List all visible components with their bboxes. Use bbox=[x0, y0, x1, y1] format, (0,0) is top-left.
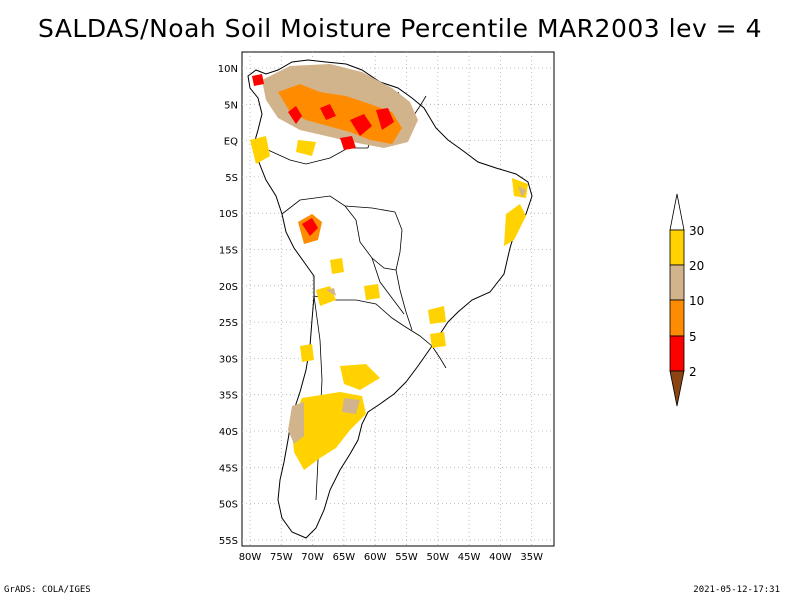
latitude-tick-labels: 10N 5N EQ 5S 10S 15S 20S 25S 30S 35S 40S 45S 50S 55S bbox=[218, 64, 238, 547]
latitude-tick-label: 35S bbox=[219, 391, 238, 402]
latitude-tick-label: 5N bbox=[224, 100, 238, 111]
latitude-tick-label: 10S bbox=[219, 209, 238, 220]
latitude-tick-label: 10N bbox=[218, 64, 238, 75]
colorbar-label-20: 20 bbox=[689, 259, 704, 273]
map-title: SALDAS/Noah Soil Moisture Percentile MAR… bbox=[38, 14, 762, 43]
soil-moisture-field bbox=[250, 64, 528, 470]
colorbar-segment-20-30 bbox=[669, 229, 685, 266]
latitude-tick-label: 25S bbox=[219, 318, 238, 329]
colorbar-bottom-arrow bbox=[669, 370, 685, 407]
longitude-tick-label: 50W bbox=[426, 552, 449, 563]
latitude-tick-label: 20S bbox=[219, 282, 238, 293]
footer-credit: GrADS: COLA/IGES bbox=[4, 585, 91, 595]
colorbar-segment-10-20 bbox=[669, 264, 685, 301]
longitude-tick-label: 40W bbox=[489, 552, 512, 563]
colorbar-label-10: 10 bbox=[689, 294, 704, 308]
colorbar-segment-2-5 bbox=[669, 335, 685, 372]
longitude-tick-label: 65W bbox=[333, 552, 356, 563]
footer-timestamp: 2021-05-12-17:31 bbox=[693, 585, 780, 595]
latitude-tick-label: 45S bbox=[219, 463, 238, 474]
latitude-tick-label: 40S bbox=[219, 427, 238, 438]
latitude-tick-label: 15S bbox=[219, 246, 238, 257]
latitude-tick-label: 50S bbox=[219, 500, 238, 511]
colorbar-label-30: 30 bbox=[689, 224, 704, 238]
latitude-tick-label: 30S bbox=[219, 354, 238, 365]
colorbar-label-2: 2 bbox=[689, 365, 697, 379]
longitude-tick-label: 55W bbox=[395, 552, 418, 563]
latitude-tick-label: 55S bbox=[219, 536, 238, 547]
latitude-tick-label: EQ bbox=[224, 137, 238, 148]
colorbar-top-arrow bbox=[669, 193, 685, 231]
colorbar-label-5: 5 bbox=[689, 330, 697, 344]
longitude-tick-label: 75W bbox=[270, 552, 293, 563]
colorbar-segment-5-10 bbox=[669, 299, 685, 337]
colorbar: 30 20 10 5 2 bbox=[669, 193, 704, 407]
longitude-tick-label: 80W bbox=[239, 552, 262, 563]
longitude-tick-label: 35W bbox=[520, 552, 543, 563]
longitude-tick-label: 60W bbox=[364, 552, 387, 563]
longitude-tick-label: 45W bbox=[458, 552, 481, 563]
longitude-tick-label: 70W bbox=[301, 552, 324, 563]
latitude-tick-label: 5S bbox=[225, 173, 238, 184]
longitude-tick-labels: 80W 75W 70W 65W 60W 55W 50W 45W 40W 35W bbox=[239, 552, 543, 563]
